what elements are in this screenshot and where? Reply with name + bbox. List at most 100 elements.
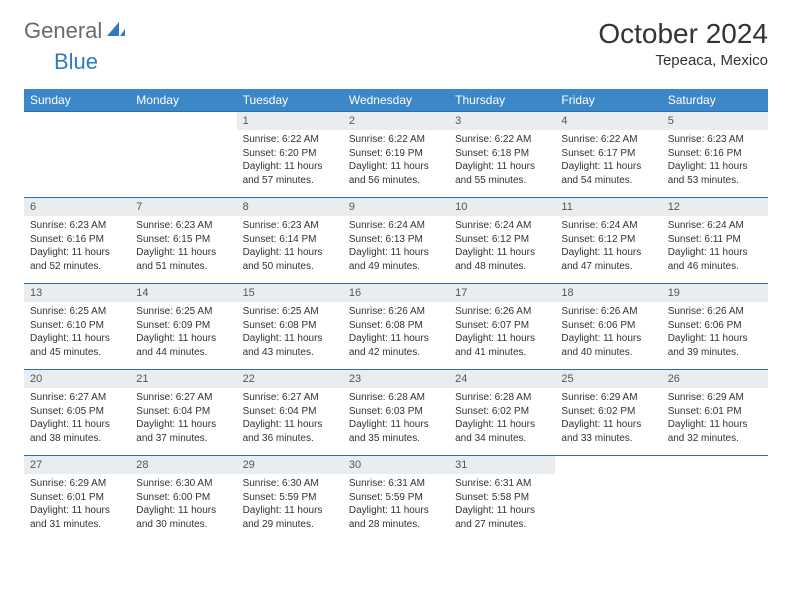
sunrise-text: Sunrise: 6:24 AM	[349, 219, 443, 233]
day-number: 20	[30, 373, 42, 385]
daylight-text: Daylight: 11 hours and 37 minutes.	[136, 418, 230, 445]
day-number-cell: 31	[449, 456, 555, 475]
daynum-row: 20212223242526	[24, 370, 768, 389]
daylight-text: Daylight: 11 hours and 42 minutes.	[349, 332, 443, 359]
day-number: 31	[455, 459, 467, 471]
day-detail-cell: Sunrise: 6:24 AMSunset: 6:11 PMDaylight:…	[662, 216, 768, 284]
day-number: 14	[136, 287, 148, 299]
day-number: 3	[455, 115, 461, 127]
day-detail-cell: Sunrise: 6:25 AMSunset: 6:10 PMDaylight:…	[24, 302, 130, 370]
sunset-text: Sunset: 6:03 PM	[349, 405, 443, 419]
daynum-row: 13141516171819	[24, 284, 768, 303]
day-detail-cell	[662, 474, 768, 541]
day-number-cell: 30	[343, 456, 449, 475]
sunrise-text: Sunrise: 6:31 AM	[349, 477, 443, 491]
day-detail-cell: Sunrise: 6:31 AMSunset: 5:58 PMDaylight:…	[449, 474, 555, 541]
sunset-text: Sunset: 6:01 PM	[30, 491, 124, 505]
sunrise-text: Sunrise: 6:22 AM	[349, 133, 443, 147]
daylight-text: Daylight: 11 hours and 55 minutes.	[455, 160, 549, 187]
daylight-text: Daylight: 11 hours and 48 minutes.	[455, 246, 549, 273]
sunrise-text: Sunrise: 6:27 AM	[136, 391, 230, 405]
sunset-text: Sunset: 6:15 PM	[136, 233, 230, 247]
detail-row: Sunrise: 6:23 AMSunset: 6:16 PMDaylight:…	[24, 216, 768, 284]
day-detail-cell: Sunrise: 6:27 AMSunset: 6:04 PMDaylight:…	[237, 388, 343, 456]
day-detail-cell	[24, 130, 130, 198]
sunrise-text: Sunrise: 6:29 AM	[30, 477, 124, 491]
detail-row: Sunrise: 6:27 AMSunset: 6:05 PMDaylight:…	[24, 388, 768, 456]
sunset-text: Sunset: 6:13 PM	[349, 233, 443, 247]
sunrise-text: Sunrise: 6:25 AM	[243, 305, 337, 319]
sunset-text: Sunset: 6:04 PM	[243, 405, 337, 419]
sunset-text: Sunset: 6:16 PM	[668, 147, 762, 161]
day-number: 1	[243, 115, 249, 127]
day-detail-cell: Sunrise: 6:23 AMSunset: 6:14 PMDaylight:…	[237, 216, 343, 284]
sunset-text: Sunset: 6:19 PM	[349, 147, 443, 161]
sunset-text: Sunset: 6:00 PM	[136, 491, 230, 505]
sunrise-text: Sunrise: 6:23 AM	[243, 219, 337, 233]
sunset-text: Sunset: 5:59 PM	[349, 491, 443, 505]
day-number-cell: 24	[449, 370, 555, 389]
daylight-text: Daylight: 11 hours and 34 minutes.	[455, 418, 549, 445]
day-number-cell: 14	[130, 284, 236, 303]
day-detail-cell	[555, 474, 661, 541]
day-number: 27	[30, 459, 42, 471]
day-number: 12	[668, 201, 680, 213]
sunrise-text: Sunrise: 6:23 AM	[136, 219, 230, 233]
day-number-cell: 13	[24, 284, 130, 303]
day-detail-cell: Sunrise: 6:25 AMSunset: 6:09 PMDaylight:…	[130, 302, 236, 370]
day-number: 16	[349, 287, 361, 299]
sunrise-text: Sunrise: 6:30 AM	[136, 477, 230, 491]
day-detail-cell	[130, 130, 236, 198]
day-detail-cell: Sunrise: 6:23 AMSunset: 6:15 PMDaylight:…	[130, 216, 236, 284]
sunrise-text: Sunrise: 6:22 AM	[455, 133, 549, 147]
day-number-cell: 6	[24, 198, 130, 217]
weekday-header: Wednesday	[343, 89, 449, 112]
sunset-text: Sunset: 6:06 PM	[668, 319, 762, 333]
daylight-text: Daylight: 11 hours and 36 minutes.	[243, 418, 337, 445]
sunset-text: Sunset: 6:02 PM	[455, 405, 549, 419]
sunrise-text: Sunrise: 6:22 AM	[243, 133, 337, 147]
weekday-header: Friday	[555, 89, 661, 112]
weekday-header: Tuesday	[237, 89, 343, 112]
day-detail-cell: Sunrise: 6:24 AMSunset: 6:13 PMDaylight:…	[343, 216, 449, 284]
detail-row: Sunrise: 6:29 AMSunset: 6:01 PM Daylight:…	[24, 474, 768, 541]
brand-sail-icon	[106, 20, 126, 43]
day-detail-cell: Sunrise: 6:27 AMSunset: 6:04 PMDaylight:…	[130, 388, 236, 456]
daylight-text: Daylight: 11 hours and 47 minutes.	[561, 246, 655, 273]
day-number: 10	[455, 201, 467, 213]
sunrise-text: Sunrise: 6:27 AM	[30, 391, 124, 405]
weekday-header: Saturday	[662, 89, 768, 112]
sunset-text: Sunset: 6:08 PM	[243, 319, 337, 333]
sunset-text: Sunset: 6:18 PM	[455, 147, 549, 161]
day-number: 26	[668, 373, 680, 385]
day-number: 9	[349, 201, 355, 213]
daynum-row: 12345	[24, 112, 768, 131]
sunset-text: Sunset: 6:12 PM	[561, 233, 655, 247]
day-detail-cell: Sunrise: 6:31 AMSunset: 5:59 PMDaylight:…	[343, 474, 449, 541]
day-number-cell: 3	[449, 112, 555, 131]
daylight-text: Daylight: 11 hours and 51 minutes.	[136, 246, 230, 273]
daylight-text: Daylight: 11 hours and 30 minutes.	[136, 504, 230, 531]
daylight-text: Daylight: 11 hours and 50 minutes.	[243, 246, 337, 273]
sunset-text: Sunset: 6:07 PM	[455, 319, 549, 333]
sunrise-text: Sunrise: 6:30 AM	[243, 477, 337, 491]
day-number: 25	[561, 373, 573, 385]
day-number-cell: 25	[555, 370, 661, 389]
sunset-text: Sunset: 6:12 PM	[455, 233, 549, 247]
brand-part2: Blue	[54, 49, 98, 75]
daylight-text: Daylight: 11 hours and 39 minutes.	[668, 332, 762, 359]
day-number-cell: 27	[24, 456, 130, 475]
day-number-cell: 15	[237, 284, 343, 303]
page-title: October 2024	[598, 18, 768, 50]
sunset-text: Sunset: 6:17 PM	[561, 147, 655, 161]
detail-row: Sunrise: 6:25 AMSunset: 6:10 PMDaylight:…	[24, 302, 768, 370]
day-number-cell: 8	[237, 198, 343, 217]
day-number-cell: 20	[24, 370, 130, 389]
day-number: 28	[136, 459, 148, 471]
daylight-text: Daylight: 11 hours and 29 minutes.	[243, 504, 337, 531]
sunset-text: Sunset: 5:58 PM	[455, 491, 549, 505]
sunset-text: Sunset: 6:08 PM	[349, 319, 443, 333]
weekday-header: Monday	[130, 89, 236, 112]
day-detail-cell: Sunrise: 6:26 AMSunset: 6:06 PMDaylight:…	[662, 302, 768, 370]
daylight-text: Daylight: 11 hours and 28 minutes.	[349, 504, 443, 531]
